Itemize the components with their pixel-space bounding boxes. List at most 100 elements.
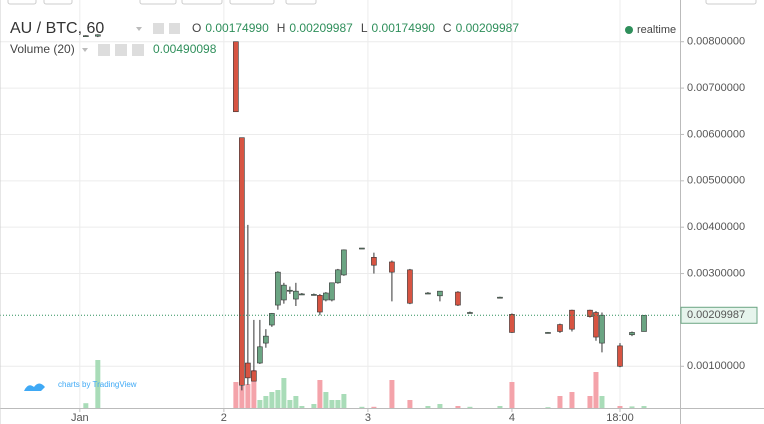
candle-body (629, 332, 635, 336)
status-label: realtime (637, 24, 676, 36)
volume-bar (287, 400, 293, 408)
y-tick-label: 0.00400000 (687, 221, 745, 233)
candle-body (299, 293, 305, 296)
ohlc-key: H (277, 21, 286, 35)
volume-bar (599, 396, 605, 408)
volume-bar (437, 404, 443, 408)
y-tick-label: 0.00300000 (687, 267, 745, 279)
plot (0, 34, 680, 408)
volume-bar (335, 400, 341, 408)
ohlc-value: 0.00209987 (289, 21, 353, 35)
branding-logo (24, 383, 45, 391)
volume-bar (509, 382, 515, 408)
ohlc-key: L (361, 21, 368, 35)
volume-value: 0.00490098 (153, 42, 217, 56)
ohlc-key: C (443, 21, 452, 35)
candle-body (425, 292, 431, 295)
volume-bar (275, 390, 281, 408)
grid (0, 0, 680, 408)
volume-bar (371, 406, 377, 408)
volume-bar (629, 406, 635, 408)
volume-bar (83, 403, 89, 408)
candle-body (251, 370, 257, 382)
volume-bar (257, 400, 263, 408)
ohlc-value: 0.00174990 (372, 21, 436, 35)
candle-body (617, 345, 623, 367)
last-price-label: 0.00209987 (687, 309, 745, 321)
y-tick-label: 0.00700000 (687, 82, 745, 94)
x-tick-label: 18:00 (606, 412, 634, 424)
volume-bar (467, 406, 473, 408)
volume-bar (95, 360, 101, 408)
volume-bar (359, 406, 365, 408)
candle-body (455, 291, 461, 306)
toolbar-button[interactable] (7, 0, 37, 5)
candle-body (329, 282, 335, 301)
toolbar-button[interactable] (43, 0, 73, 5)
volume-bar (323, 392, 329, 408)
volume-bar (617, 406, 623, 408)
candle-body (437, 290, 443, 297)
toolbar-button[interactable] (139, 0, 177, 5)
candle-body (293, 290, 299, 300)
y-tick-label: 0.00100000 (687, 360, 745, 372)
candle-body (641, 314, 647, 332)
dropdown-icon[interactable] (82, 48, 88, 52)
volume-bar (569, 392, 575, 408)
volume-bar (263, 396, 269, 408)
volume-bar (641, 406, 647, 408)
last-price-badge (680, 306, 758, 324)
candle-body (569, 309, 575, 330)
ohlc-legend: O 0.00174990 H 0.00209987 L 0.00174990 C 0.0020… (192, 21, 519, 35)
candle-body (317, 295, 323, 313)
candle-body (593, 312, 599, 338)
candle-body (95, 34, 101, 37)
candle-body (311, 294, 317, 296)
ohlc-value: 0.00209987 (456, 21, 520, 35)
candle-body (335, 269, 341, 284)
y-tick-label: 0.00800000 (687, 36, 745, 48)
candle-body (599, 314, 605, 344)
toolbar-button[interactable] (285, 0, 317, 5)
candle-body (557, 324, 563, 332)
toolbar-button[interactable] (705, 0, 757, 5)
candle-body (287, 289, 293, 292)
candle-body (407, 269, 413, 304)
settings-icon[interactable] (169, 23, 180, 34)
candle-body (467, 312, 473, 314)
volume-bar (239, 386, 245, 408)
ohlc-key: O (192, 21, 201, 35)
candle-body (389, 261, 395, 273)
y-tick-label: 0.00600000 (687, 128, 745, 140)
candle-body (281, 284, 287, 301)
volume-bar (269, 392, 275, 408)
toolbar-button[interactable] (181, 0, 223, 5)
close-icon[interactable] (132, 44, 144, 56)
x-tick-label: Jan (71, 412, 89, 424)
candle-body (257, 346, 263, 364)
candle-body (587, 309, 593, 317)
candle-body (239, 137, 245, 386)
candle-body (359, 247, 365, 250)
toolbar-button[interactable] (229, 0, 275, 5)
volume-bar (251, 370, 257, 408)
eye-icon[interactable] (153, 23, 164, 34)
volume-bar (455, 406, 461, 408)
branding[interactable]: charts by TradingView (58, 380, 137, 389)
symbol-title: AU / BTC, 60 (10, 20, 104, 37)
eye-icon[interactable] (98, 44, 110, 56)
candle-body (323, 292, 329, 301)
volume-bar (299, 406, 305, 408)
candle-body (509, 314, 515, 333)
candle-body (233, 41, 239, 113)
settings-icon[interactable] (115, 44, 127, 56)
volume-bar (233, 382, 239, 408)
volume-title: Volume (20) (10, 42, 75, 56)
volume-bar (497, 406, 503, 408)
candle-body (545, 332, 551, 334)
candle-body (275, 271, 281, 306)
dropdown-icon[interactable] (136, 27, 142, 31)
toolbar (7, 0, 757, 5)
volume-bar (311, 404, 317, 408)
